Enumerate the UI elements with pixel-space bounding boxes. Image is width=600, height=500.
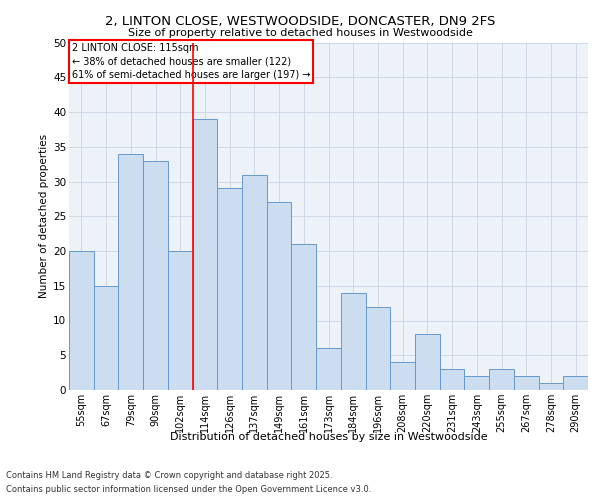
- Text: 2, LINTON CLOSE, WESTWOODSIDE, DONCASTER, DN9 2FS: 2, LINTON CLOSE, WESTWOODSIDE, DONCASTER…: [105, 15, 495, 28]
- Bar: [365, 306, 390, 390]
- Bar: [267, 202, 292, 390]
- Text: 2 LINTON CLOSE: 115sqm
← 38% of detached houses are smaller (122)
61% of semi-de: 2 LINTON CLOSE: 115sqm ← 38% of detached…: [71, 43, 310, 80]
- Bar: [563, 376, 588, 390]
- Bar: [464, 376, 489, 390]
- Y-axis label: Number of detached properties: Number of detached properties: [39, 134, 49, 298]
- Bar: [168, 251, 193, 390]
- Bar: [242, 174, 267, 390]
- Text: Distribution of detached houses by size in Westwoodside: Distribution of detached houses by size …: [170, 432, 488, 442]
- Bar: [514, 376, 539, 390]
- Bar: [316, 348, 341, 390]
- Bar: [292, 244, 316, 390]
- Bar: [193, 119, 217, 390]
- Bar: [69, 251, 94, 390]
- Bar: [341, 292, 365, 390]
- Bar: [415, 334, 440, 390]
- Bar: [489, 369, 514, 390]
- Bar: [539, 383, 563, 390]
- Text: Size of property relative to detached houses in Westwoodside: Size of property relative to detached ho…: [128, 28, 472, 38]
- Bar: [143, 160, 168, 390]
- Bar: [390, 362, 415, 390]
- Bar: [217, 188, 242, 390]
- Text: Contains HM Land Registry data © Crown copyright and database right 2025.: Contains HM Land Registry data © Crown c…: [6, 471, 332, 480]
- Bar: [94, 286, 118, 390]
- Text: Contains public sector information licensed under the Open Government Licence v3: Contains public sector information licen…: [6, 485, 371, 494]
- Bar: [118, 154, 143, 390]
- Bar: [440, 369, 464, 390]
